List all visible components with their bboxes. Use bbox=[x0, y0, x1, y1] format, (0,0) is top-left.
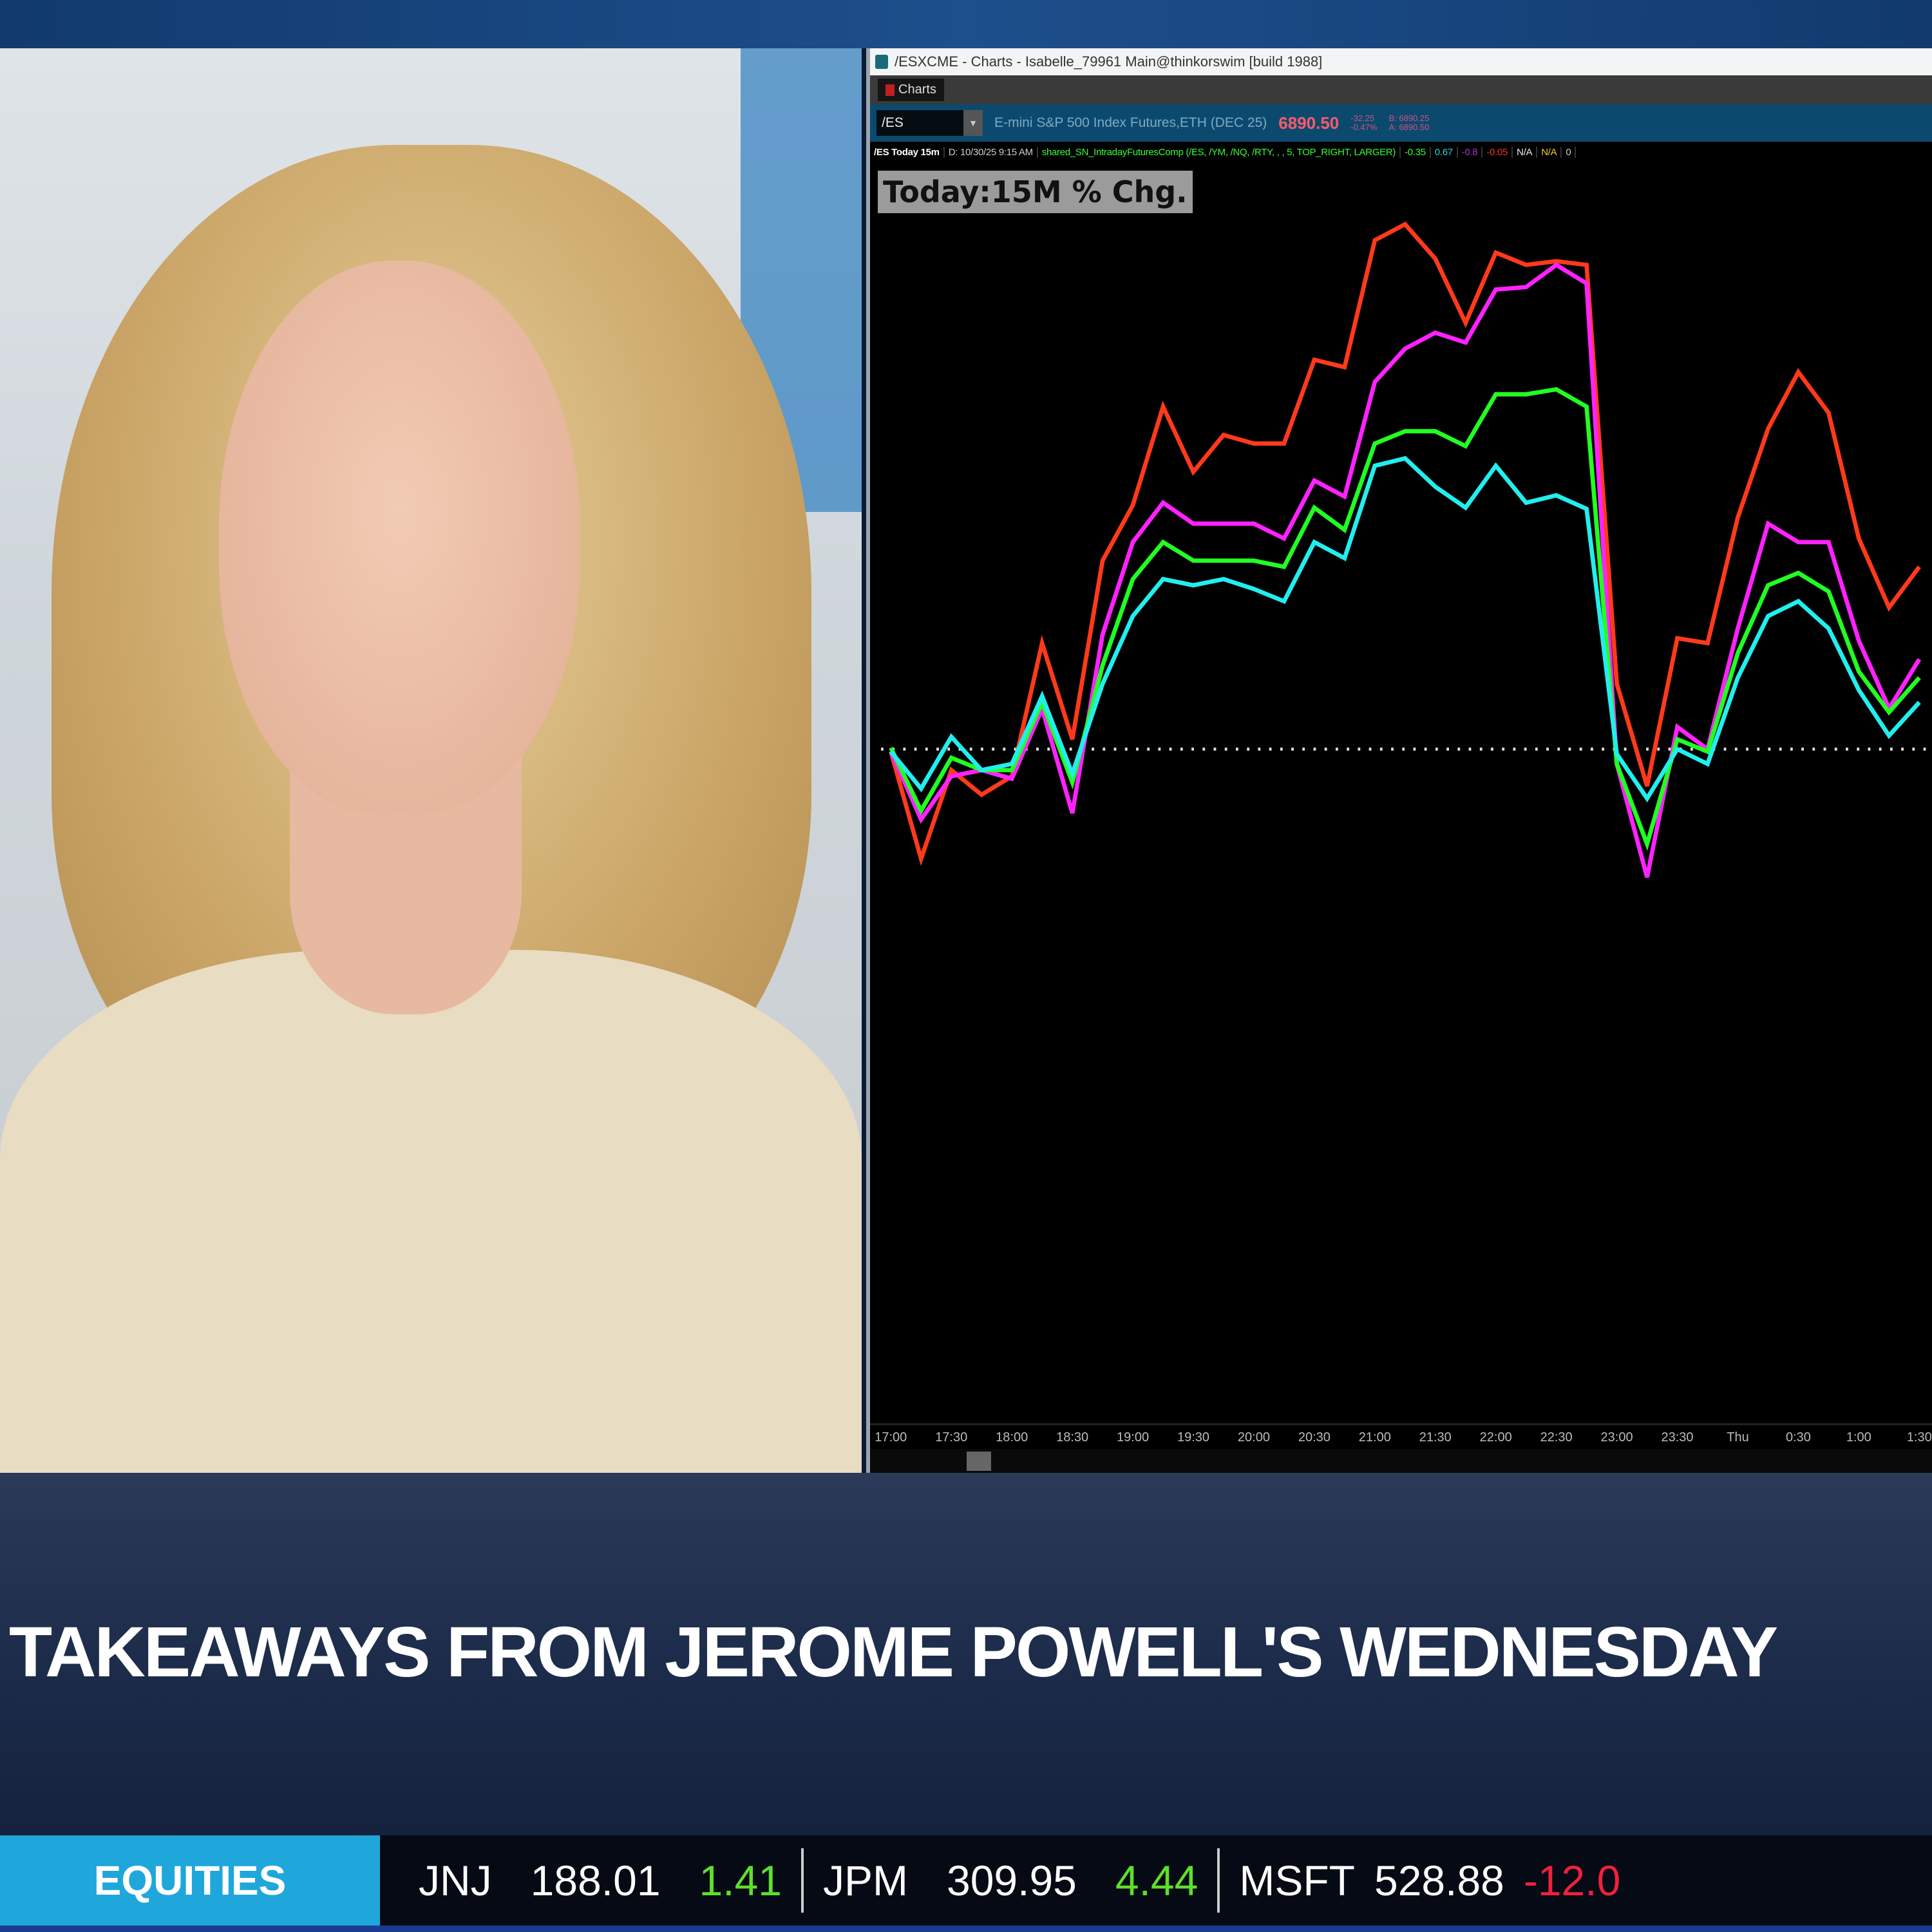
chart-date: D: 10/30/25 9:15 AM bbox=[945, 146, 1038, 158]
x-tick-label: 19:30 bbox=[1177, 1430, 1210, 1444]
scrollbar-thumb[interactable] bbox=[967, 1452, 991, 1471]
ticker-item: JPM 309.95 4.44 bbox=[804, 1848, 1220, 1913]
bottom-strip bbox=[0, 1926, 1932, 1932]
thinkorswim-chart-window: /ESXCME - Charts - Isabelle_79961 Main@t… bbox=[866, 48, 1932, 1473]
study-value: 0.67 bbox=[1431, 146, 1458, 158]
chevron-down-icon[interactable]: ▼ bbox=[963, 110, 983, 136]
chart-icon bbox=[886, 84, 895, 96]
ticker-category: EQUITIES bbox=[0, 1835, 380, 1926]
study-value: -0.8 bbox=[1458, 146, 1483, 158]
headline: TAKEAWAYS FROM JEROME POWELL'S WEDNESDAY bbox=[9, 1613, 1778, 1692]
study-value: -0.05 bbox=[1482, 146, 1513, 158]
x-tick-label: 23:30 bbox=[1661, 1430, 1694, 1444]
x-tick-label: 21:00 bbox=[1358, 1430, 1391, 1444]
lower-third: TAKEAWAYS FROM JEROME POWELL'S WEDNESDAY bbox=[0, 1473, 1932, 1835]
study-value: -0.35 bbox=[1401, 146, 1431, 158]
chart-name: /ES Today 15m bbox=[870, 146, 945, 158]
x-tick-label: 22:30 bbox=[1540, 1430, 1573, 1444]
tab-charts[interactable]: Charts bbox=[878, 79, 944, 101]
broadcast-top-bar bbox=[0, 0, 1932, 48]
x-tick-label: 22:00 bbox=[1479, 1430, 1512, 1444]
symbol-selector[interactable]: /ES ▼ bbox=[876, 110, 983, 136]
presenter-sweater bbox=[0, 950, 862, 1473]
stock-ticker: EQUITIES JNJ 188.01 1.41 JPM 309.95 4.44 MSF… bbox=[0, 1835, 1932, 1926]
chart-scrollbar[interactable] bbox=[870, 1449, 1932, 1473]
x-tick-label: 20:30 bbox=[1298, 1430, 1331, 1444]
app-icon bbox=[875, 55, 888, 69]
last-price: 6890.50 bbox=[1278, 113, 1340, 133]
study-value: N/A bbox=[1537, 146, 1562, 158]
study-label[interactable]: shared_SN_IntradayFuturesComp (/ES, /YM,… bbox=[1038, 146, 1401, 158]
x-tick-label: 21:30 bbox=[1419, 1430, 1452, 1444]
x-tick-label: 1:00 bbox=[1846, 1430, 1871, 1444]
tab-row: Charts bbox=[870, 75, 1932, 104]
symbol-bar: /ES ▼ E-mini S&P 500 Index Futures,ETH (D… bbox=[870, 104, 1932, 142]
x-tick-label: 0:30 bbox=[1785, 1430, 1811, 1444]
study-value: 0 bbox=[1562, 146, 1577, 158]
window-title-bar[interactable]: /ESXCME - Charts - Isabelle_79961 Main@t… bbox=[870, 48, 1932, 75]
net-change: -32.25 -0.47% bbox=[1350, 113, 1378, 132]
ticker-item: JNJ 188.01 1.41 bbox=[380, 1848, 804, 1913]
symbol-description: E-mini S&P 500 Index Futures,ETH (DEC 25… bbox=[994, 115, 1267, 130]
study-bar: /ES Today 15m D: 10/30/25 9:15 AM shared… bbox=[870, 142, 1932, 162]
x-tick-label: 20:00 bbox=[1237, 1430, 1270, 1444]
presenter-video bbox=[0, 48, 862, 1473]
x-tick-label: 17:30 bbox=[935, 1430, 968, 1444]
bid-ask: B: 6890.25 A: 6890.50 bbox=[1388, 113, 1430, 132]
x-tick-label: 17:00 bbox=[875, 1430, 907, 1444]
time-axis: 17:00 17:30 18:00 18:30 19:00 19:30 20:00 20:30… bbox=[870, 1423, 1932, 1449]
presenter-face bbox=[219, 261, 580, 815]
x-tick-label: 1:30 bbox=[1906, 1430, 1932, 1444]
x-tick-label: 23:00 bbox=[1600, 1430, 1633, 1444]
x-tick-label: Thu bbox=[1727, 1430, 1749, 1444]
x-tick-label: 18:30 bbox=[1056, 1430, 1089, 1444]
chart-title: Today:15M % Chg. bbox=[878, 171, 1193, 213]
x-tick-label: 19:00 bbox=[1117, 1430, 1150, 1444]
window-title: /ESXCME - Charts - Isabelle_79961 Main@t… bbox=[895, 53, 1323, 70]
x-tick-label: 18:00 bbox=[996, 1430, 1028, 1444]
study-value: N/A bbox=[1513, 146, 1538, 158]
ticker-item: MSFT 528.88 -12.0 bbox=[1239, 1857, 1621, 1904]
